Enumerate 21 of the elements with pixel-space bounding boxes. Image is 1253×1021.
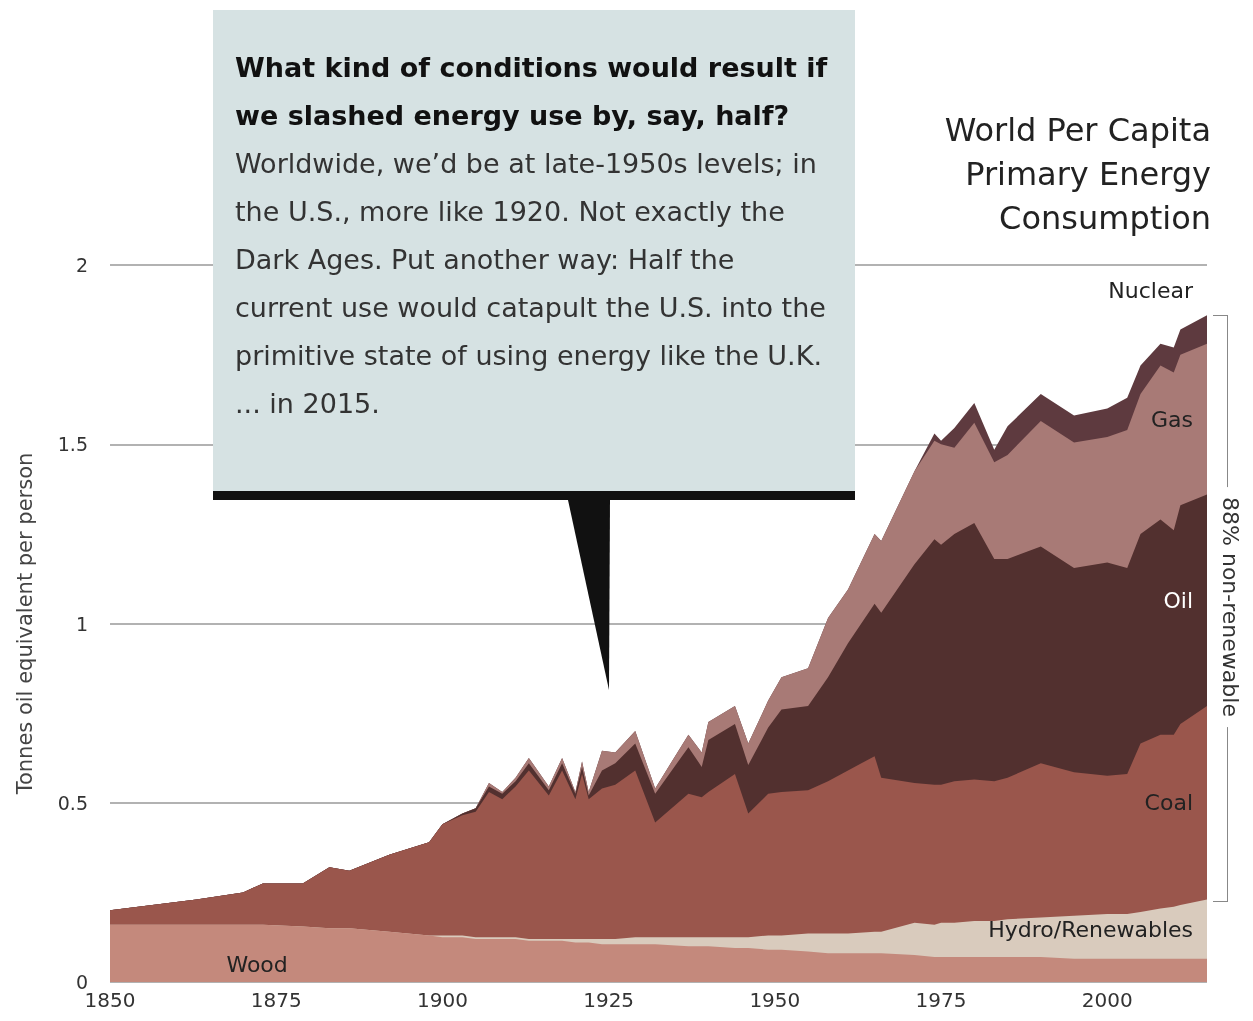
text: What kind of conditions would result if we slashed energy use by, say, half? bbox=[235, 52, 828, 131]
x-tick-label: 1950 bbox=[749, 988, 801, 1012]
x-tick-label: 1900 bbox=[416, 988, 468, 1012]
x-tick-label: 1875 bbox=[250, 988, 302, 1012]
y-tick-label: 2 bbox=[75, 254, 88, 276]
chart-title: World Per Capita Primary Energy Consumption bbox=[943, 110, 1211, 239]
series-label: Nuclear bbox=[1108, 277, 1194, 303]
y-tick-label: 1 bbox=[75, 612, 88, 635]
y-tick-label: 0.5 bbox=[57, 791, 88, 814]
series-label: Gas bbox=[1151, 406, 1193, 432]
series-label: Oil bbox=[1163, 587, 1193, 613]
y-tick-label: 1.5 bbox=[57, 433, 88, 456]
series-label: Coal bbox=[1144, 790, 1193, 816]
text: 88% non-renewable bbox=[1218, 487, 1243, 728]
x-tick-label: 1925 bbox=[583, 988, 635, 1012]
series-label: Wood bbox=[226, 951, 288, 977]
x-tick-label: 2000 bbox=[1081, 988, 1133, 1012]
series-label: Hydro/Renewables bbox=[988, 916, 1193, 942]
annotation: Worldwide, we’d be at late-1950s levels; in the U.S., more like 1920. Not exactly the Dark Ages. Put another way: Half the current use would catapult the U.S. into the primitive state of using energy like the U.K. ... in 2015. bbox=[235, 148, 826, 419]
x-tick-label: 1975 bbox=[915, 988, 967, 1012]
y-axis-title: Tonnes oil equivalent per person bbox=[12, 452, 37, 796]
